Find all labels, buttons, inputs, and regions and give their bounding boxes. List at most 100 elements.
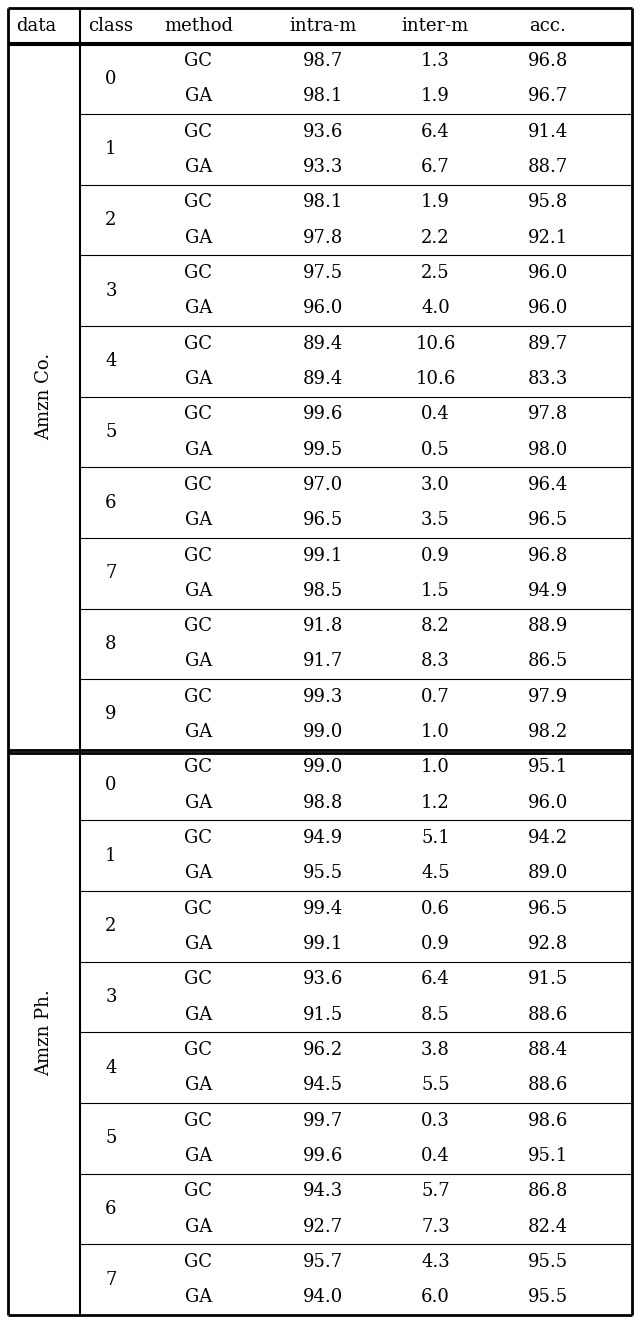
Text: 98.1: 98.1 bbox=[303, 193, 343, 212]
Text: 95.1: 95.1 bbox=[527, 758, 568, 777]
Text: 1.9: 1.9 bbox=[421, 193, 450, 212]
Text: GC: GC bbox=[184, 263, 212, 282]
Text: GA: GA bbox=[185, 511, 212, 529]
Text: 6.7: 6.7 bbox=[421, 157, 450, 176]
Text: 94.2: 94.2 bbox=[528, 830, 568, 847]
Text: 8.5: 8.5 bbox=[421, 1005, 450, 1024]
Text: 1.9: 1.9 bbox=[421, 87, 450, 106]
Text: 92.8: 92.8 bbox=[527, 935, 568, 953]
Text: 99.4: 99.4 bbox=[303, 900, 343, 918]
Text: 86.5: 86.5 bbox=[527, 652, 568, 671]
Text: GC: GC bbox=[184, 1253, 212, 1271]
Text: 91.4: 91.4 bbox=[527, 123, 568, 140]
Text: 97.9: 97.9 bbox=[527, 688, 568, 706]
Text: 95.1: 95.1 bbox=[527, 1147, 568, 1166]
Text: 6.0: 6.0 bbox=[421, 1289, 450, 1306]
Text: 97.0: 97.0 bbox=[303, 476, 343, 493]
Text: 92.1: 92.1 bbox=[527, 229, 568, 246]
Text: 93.3: 93.3 bbox=[303, 157, 343, 176]
Text: 88.6: 88.6 bbox=[527, 1005, 568, 1024]
Text: 0: 0 bbox=[105, 70, 116, 87]
Text: 5: 5 bbox=[105, 423, 116, 441]
Text: 89.4: 89.4 bbox=[303, 370, 343, 388]
Text: 1: 1 bbox=[105, 847, 116, 865]
Text: 99.1: 99.1 bbox=[303, 935, 343, 953]
Text: GA: GA bbox=[185, 370, 212, 388]
Text: GC: GC bbox=[184, 758, 212, 777]
Text: GA: GA bbox=[185, 229, 212, 246]
Text: 0.4: 0.4 bbox=[421, 405, 450, 423]
Text: 8.3: 8.3 bbox=[421, 652, 450, 671]
Text: GA: GA bbox=[185, 582, 212, 599]
Text: 99.5: 99.5 bbox=[303, 441, 343, 459]
Text: 91.7: 91.7 bbox=[303, 652, 343, 671]
Text: 91.8: 91.8 bbox=[303, 617, 343, 635]
Text: Amzn Co.: Amzn Co. bbox=[35, 353, 53, 441]
Text: 6.4: 6.4 bbox=[421, 123, 450, 140]
Text: 99.1: 99.1 bbox=[303, 546, 343, 565]
Text: 96.5: 96.5 bbox=[303, 511, 343, 529]
Text: 4: 4 bbox=[105, 352, 116, 370]
Text: 94.5: 94.5 bbox=[303, 1077, 343, 1094]
Text: 10.6: 10.6 bbox=[415, 335, 456, 353]
Text: 95.5: 95.5 bbox=[528, 1289, 568, 1306]
Text: 98.5: 98.5 bbox=[303, 582, 343, 599]
Text: 5: 5 bbox=[105, 1130, 116, 1147]
Text: GA: GA bbox=[185, 299, 212, 318]
Text: 1.2: 1.2 bbox=[421, 794, 450, 812]
Text: 83.3: 83.3 bbox=[527, 370, 568, 388]
Text: 2.2: 2.2 bbox=[421, 229, 450, 246]
Text: 0.6: 0.6 bbox=[421, 900, 450, 918]
Text: 96.8: 96.8 bbox=[527, 546, 568, 565]
Text: 3: 3 bbox=[105, 282, 116, 299]
Text: 82.4: 82.4 bbox=[528, 1217, 568, 1236]
Text: 91.5: 91.5 bbox=[527, 970, 568, 988]
Text: 2.5: 2.5 bbox=[421, 263, 450, 282]
Text: GA: GA bbox=[185, 794, 212, 812]
Text: 95.8: 95.8 bbox=[527, 193, 568, 212]
Text: 98.2: 98.2 bbox=[527, 724, 568, 741]
Text: class: class bbox=[88, 17, 134, 34]
Text: 88.9: 88.9 bbox=[527, 617, 568, 635]
Text: 93.6: 93.6 bbox=[303, 123, 343, 140]
Text: 95.5: 95.5 bbox=[528, 1253, 568, 1271]
Text: 6.4: 6.4 bbox=[421, 970, 450, 988]
Text: 89.0: 89.0 bbox=[527, 864, 568, 882]
Text: 99.0: 99.0 bbox=[303, 724, 343, 741]
Text: data: data bbox=[16, 17, 56, 34]
Text: 2: 2 bbox=[105, 917, 116, 935]
Text: 1.3: 1.3 bbox=[421, 52, 450, 70]
Text: 94.3: 94.3 bbox=[303, 1183, 343, 1200]
Text: 8: 8 bbox=[105, 635, 116, 652]
Text: 0.9: 0.9 bbox=[421, 546, 450, 565]
Text: 1.0: 1.0 bbox=[421, 758, 450, 777]
Text: 86.8: 86.8 bbox=[527, 1183, 568, 1200]
Text: GA: GA bbox=[185, 87, 212, 106]
Text: 95.5: 95.5 bbox=[303, 864, 343, 882]
Text: 89.4: 89.4 bbox=[303, 335, 343, 353]
Text: method: method bbox=[164, 17, 233, 34]
Text: 93.6: 93.6 bbox=[303, 970, 343, 988]
Text: GC: GC bbox=[184, 1041, 212, 1060]
Text: 5.1: 5.1 bbox=[421, 830, 450, 847]
Text: acc.: acc. bbox=[529, 17, 566, 34]
Text: 3: 3 bbox=[105, 988, 116, 1005]
Text: GA: GA bbox=[185, 724, 212, 741]
Text: 99.0: 99.0 bbox=[303, 758, 343, 777]
Text: 5.7: 5.7 bbox=[421, 1183, 450, 1200]
Text: 92.7: 92.7 bbox=[303, 1217, 343, 1236]
Text: 5.5: 5.5 bbox=[421, 1077, 450, 1094]
Text: GA: GA bbox=[185, 1077, 212, 1094]
Text: inter-m: inter-m bbox=[402, 17, 469, 34]
Text: 98.0: 98.0 bbox=[527, 441, 568, 459]
Text: 99.6: 99.6 bbox=[303, 405, 343, 423]
Text: 95.7: 95.7 bbox=[303, 1253, 343, 1271]
Text: 96.8: 96.8 bbox=[527, 52, 568, 70]
Text: 99.6: 99.6 bbox=[303, 1147, 343, 1166]
Text: 94.9: 94.9 bbox=[527, 582, 568, 599]
Text: 98.6: 98.6 bbox=[527, 1111, 568, 1130]
Text: 4.0: 4.0 bbox=[421, 299, 450, 318]
Text: 96.4: 96.4 bbox=[527, 476, 568, 493]
Text: 96.5: 96.5 bbox=[527, 900, 568, 918]
Text: GC: GC bbox=[184, 123, 212, 140]
